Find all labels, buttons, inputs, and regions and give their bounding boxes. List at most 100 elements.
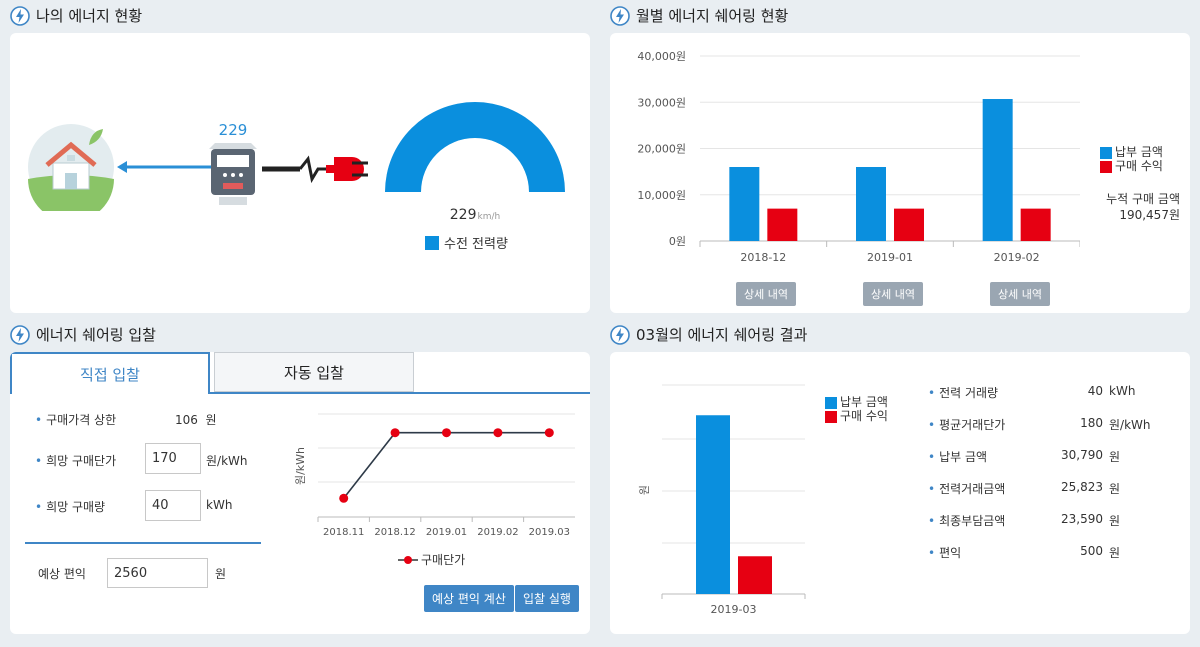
bar-buy [1020, 208, 1051, 241]
result-row: • 평균거래단가 180 원/kWh [928, 416, 1178, 436]
price-point [493, 428, 503, 438]
result-unit: kWh [1109, 384, 1136, 398]
bid-execute-button[interactable]: 입찰 실행 [515, 585, 579, 612]
legend-swatch [1100, 160, 1112, 173]
detail-button-2019-01[interactable]: 상세 내역 [863, 282, 923, 306]
legend-label-buy: 구매 수익 [840, 409, 888, 423]
result-value: 500 [1080, 544, 1103, 558]
price-line [343, 431, 550, 499]
arrow-left-icon [117, 161, 211, 173]
section-title-text: 03월의 에너지 쉐어링 결과 [636, 326, 808, 344]
result-value: 25,823 [1061, 480, 1103, 494]
x-tick-label: 2018-12 [740, 251, 786, 264]
bolt-icon [10, 5, 30, 26]
x-tick-label: 2019.01 [426, 527, 467, 538]
hope-amount-input[interactable]: 40 [145, 490, 201, 521]
plug-icon [262, 155, 368, 184]
gauge-legend: 수전 전력량 [425, 233, 508, 252]
price-cap-value: 106 원 [175, 411, 217, 428]
bar-pay [696, 415, 730, 594]
legend-item-buy: 구매 수익 [1100, 159, 1163, 173]
result-legend: 납부 금액 구매 수익 [825, 395, 888, 423]
price-cap-number: 106 [175, 413, 198, 427]
y-tick-label: 0원 [669, 235, 686, 248]
legend-line-marker [398, 555, 418, 564]
gauge-unit: km/h [477, 212, 501, 222]
bid-price-line-chart: 원/kWh 2018.11 2018.12 2019.01 2019.02 2019.03 [294, 413, 575, 538]
section-title-text: 나의 에너지 현황 [36, 7, 143, 25]
gauge-value: 229 [449, 207, 477, 223]
result-label: • 최종부담금액 [928, 514, 1006, 528]
legend-swatch [825, 396, 837, 409]
x-tick-label: 2019.03 [529, 527, 570, 538]
y-tick-label: 20,000원 [637, 143, 686, 156]
x-tick-label: 2019.02 [477, 527, 518, 538]
hope-amount-label: 희망 구매량 [46, 500, 106, 514]
price-point [339, 493, 349, 503]
section-title-text: 월별 에너지 쉐어링 현황 [636, 7, 789, 25]
tab-underline [10, 392, 590, 394]
result-label: • 납부 금액 [928, 450, 988, 464]
tab-auto-bid[interactable]: 자동 입찰 [214, 352, 414, 392]
gauge-label: 229km/h [383, 207, 567, 223]
price-cap-row: • 구매가격 상한 [35, 413, 117, 427]
x-tick-label: 2018.11 [323, 527, 364, 538]
x-tick-label: 2019-02 [994, 251, 1040, 264]
price-point [390, 428, 400, 438]
result-value: 30,790 [1061, 448, 1103, 462]
legend-item-buy: 구매 수익 [825, 409, 888, 423]
calc-benefit-button[interactable]: 예상 편익 계산 [424, 585, 514, 612]
expected-unit: 원 [215, 567, 227, 581]
hope-price-input[interactable]: 170 [145, 443, 201, 474]
tab-direct-bid[interactable]: 직접 입찰 [10, 352, 210, 394]
result-label: • 전력거래금액 [928, 482, 1006, 496]
cumulative-value: 190,457원 [1119, 208, 1180, 222]
hope-price-label: 희망 구매단가 [46, 454, 117, 468]
divider [25, 542, 261, 544]
legend-swatch [825, 410, 837, 423]
detail-button-2019-02[interactable]: 상세 내역 [990, 282, 1050, 306]
legend-item-pay: 납부 금액 [1100, 145, 1163, 159]
result-row: • 전력 거래량 40 kWh [928, 384, 1178, 404]
bar-pay [729, 167, 760, 241]
section-title-text: 에너지 쉐어링 입찰 [36, 326, 156, 344]
legend-label-pay: 납부 금액 [840, 395, 888, 409]
result-label: • 평균거래단가 [928, 418, 1006, 432]
expected-benefit-input[interactable]: 2560 [107, 558, 208, 588]
x-tick-label: 2019-03 [711, 603, 757, 616]
monthly-panel: 0원 10,000원 20,000원 30,000원 40,000원 2018-12 201… [610, 33, 1190, 313]
result-unit: 원 [1109, 546, 1121, 560]
bar-buy [767, 208, 798, 241]
my-energy-panel: 229 229km/h 수전 전력량 [10, 33, 590, 313]
x-tick-label: 2018.12 [374, 527, 415, 538]
power-gauge [385, 102, 565, 192]
section-title-bidding: 에너지 쉐어링 입찰 [10, 324, 156, 345]
gauge-fill [385, 102, 565, 192]
x-tick-label: 2019-01 [867, 251, 913, 264]
result-row: • 납부 금액 30,790 원 [928, 448, 1178, 468]
result-unit: 원/kWh [1109, 418, 1151, 432]
meter-value: 229 [218, 121, 248, 139]
y-tick-label: 10,000원 [637, 189, 686, 202]
monthly-legend: 납부 금액 구매 수익 [1100, 145, 1163, 173]
bid-chart-legend: 구매단가 [398, 551, 465, 568]
detail-button-2018-12[interactable]: 상세 내역 [736, 282, 796, 306]
y-tick-label: 30,000원 [637, 96, 686, 109]
y-axis-label: 원/kWh [294, 447, 307, 485]
result-value: 40 [1087, 384, 1103, 398]
result-panel: 원 2019-03 납부 금액 구매 수익 • 전력 거래량 40 kWh • 평균거래단가… [610, 352, 1190, 634]
result-row: • 전력거래금액 25,823 원 [928, 480, 1178, 500]
bar-pay [982, 99, 1013, 241]
result-unit: 원 [1109, 482, 1121, 496]
result-row: • 최종부담금액 23,590 원 [928, 512, 1178, 532]
hope-amount-unit: kWh [206, 498, 233, 512]
monthly-bar-chart: 0원 10,000원 20,000원 30,000원 40,000원 2018-12 201… [637, 50, 1080, 264]
house-icon [28, 124, 114, 211]
hope-price-row: • 희망 구매단가 [35, 454, 117, 468]
section-title-monthly: 월별 에너지 쉐어링 현황 [610, 5, 788, 26]
result-value: 180 [1080, 416, 1103, 430]
bid-chart-legend-label: 구매단가 [421, 553, 466, 567]
y-axis-label: 원 [638, 485, 651, 495]
price-point [442, 428, 451, 438]
bar-buy [738, 556, 772, 594]
